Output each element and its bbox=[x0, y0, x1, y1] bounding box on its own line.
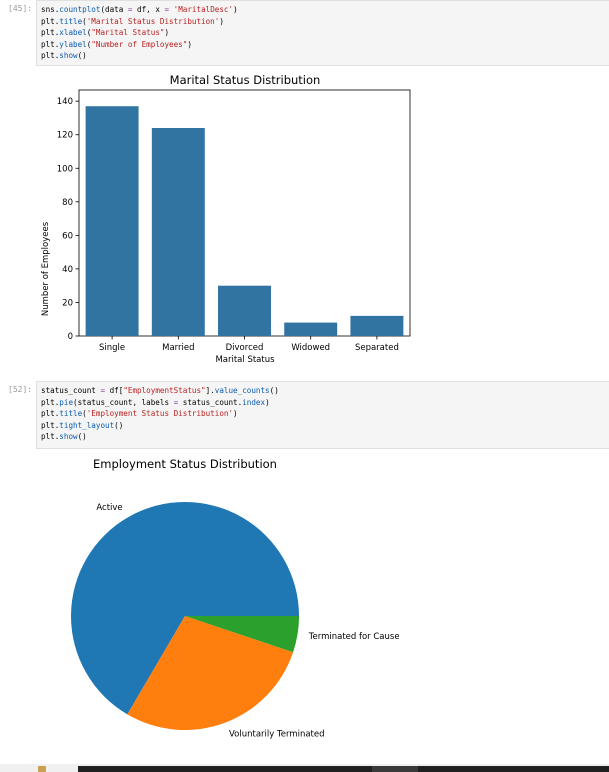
code-token: ]. bbox=[205, 386, 215, 395]
y-tick-label: 20 bbox=[62, 298, 73, 308]
code-token: plt. bbox=[41, 432, 60, 442]
code-token: df, x bbox=[132, 5, 165, 14]
x-tick-label: Married bbox=[162, 343, 194, 353]
code-token: show bbox=[59, 51, 78, 61]
code-token: status_count bbox=[41, 386, 101, 395]
code-token: "Number of Employees" bbox=[91, 39, 188, 49]
pie-chart: Employment Status Distribution Active Vol… bbox=[71, 457, 400, 739]
y-tick-label: 120 bbox=[57, 131, 73, 141]
code-token: = bbox=[173, 397, 179, 407]
output-bar-chart: Marital Status Distribution Marital Stat… bbox=[0, 68, 609, 368]
y-tick-label: 40 bbox=[62, 265, 73, 275]
code-token: ) bbox=[187, 39, 192, 49]
code-token: xlabel bbox=[59, 28, 87, 38]
y-tick-label: 80 bbox=[62, 198, 73, 208]
taskbar bbox=[0, 764, 609, 772]
code-token: ) bbox=[265, 397, 270, 407]
code-token: (data bbox=[100, 5, 128, 14]
pie-label: Terminated for Cause bbox=[308, 632, 400, 642]
pie-label: Voluntarily Terminated bbox=[229, 729, 325, 739]
y-tick-label: 100 bbox=[57, 164, 73, 174]
cell-prompt: [45]: bbox=[8, 4, 33, 13]
code-token: ( bbox=[82, 409, 87, 419]
code-token: title bbox=[59, 16, 83, 26]
bar-single bbox=[85, 106, 139, 336]
code-token: plt. bbox=[41, 409, 60, 419]
x-axis-label: Marital Status bbox=[215, 355, 275, 365]
code-token: "EmploymentStatus" bbox=[123, 386, 206, 395]
pie-label: Active bbox=[96, 503, 122, 513]
code-token: pie bbox=[59, 397, 74, 407]
code-token: ) bbox=[233, 5, 238, 14]
y-tick-label: 140 bbox=[57, 97, 73, 107]
code-token: ylabel bbox=[59, 39, 87, 49]
code-token: "Marital Status" bbox=[91, 28, 165, 38]
code-token: countplot bbox=[59, 5, 101, 14]
code-token: ( bbox=[86, 28, 92, 38]
code-token: show bbox=[59, 432, 78, 442]
bar-separated bbox=[350, 315, 404, 336]
code-token: ) bbox=[219, 16, 224, 26]
y-axis-label: Number of Employees bbox=[41, 221, 51, 316]
code-token: = bbox=[100, 386, 106, 395]
pie-slice-terminated-for-cause bbox=[185, 616, 299, 653]
code-token: = bbox=[127, 5, 133, 14]
code-token: () bbox=[77, 432, 87, 442]
code-token: plt. bbox=[41, 420, 60, 430]
code-lines: sns.countplot(data = df, x = 'MaritalDes… bbox=[37, 1, 609, 65]
code-token: plt. bbox=[41, 39, 60, 49]
code-token: plt. bbox=[41, 397, 60, 407]
code-token: plt. bbox=[41, 51, 60, 61]
code-token: 'MaritalDesc' bbox=[173, 5, 234, 14]
pie-slice-voluntarily-terminated bbox=[127, 616, 294, 730]
code-token: status_count. bbox=[178, 397, 243, 407]
code-token: = bbox=[164, 5, 170, 14]
code-token: () bbox=[77, 51, 87, 61]
cell-prompt: [52]: bbox=[8, 385, 33, 394]
y-tick-label: 60 bbox=[62, 231, 73, 241]
code-token: (status_count, labels bbox=[73, 397, 174, 407]
chart-title: Marital Status Distribution bbox=[170, 73, 321, 87]
code-token: () bbox=[269, 386, 279, 395]
x-tick-label: Single bbox=[99, 343, 125, 353]
code-token: tight_layout bbox=[59, 420, 115, 430]
taskbar-button[interactable] bbox=[372, 766, 418, 772]
code-token: sns. bbox=[41, 5, 60, 14]
code-token: plt. bbox=[41, 28, 60, 38]
code-token: ) bbox=[233, 409, 238, 419]
output-pie-chart: Employment Status Distribution Active Vol… bbox=[0, 452, 609, 764]
code-token: 'Employment Status Distribution' bbox=[86, 409, 234, 419]
code-token: ) bbox=[164, 28, 170, 38]
bar-divorced bbox=[218, 285, 271, 336]
code-token: 'Marital Status Distribution' bbox=[86, 16, 220, 26]
code-token: plt. bbox=[41, 16, 60, 26]
app-icon[interactable] bbox=[38, 766, 46, 772]
x-tick-label: Divorced bbox=[226, 343, 264, 353]
code-token: ( bbox=[82, 16, 87, 26]
code-editor[interactable]: sns.countplot(data = df, x = 'MaritalDes… bbox=[36, 0, 609, 66]
code-token: ( bbox=[86, 39, 92, 49]
code-lines: status_count = df["EmploymentStatus"].va… bbox=[37, 382, 609, 446]
code-cell-45[interactable]: [45]: sns.countplot(data = df, x = 'Mari… bbox=[0, 0, 609, 66]
code-token: () bbox=[114, 420, 124, 430]
x-tick-label: Widowed bbox=[291, 343, 330, 353]
code-cell-52[interactable]: [52]: status_count = df["EmploymentStatu… bbox=[0, 381, 609, 449]
bar-chart: Marital Status Distribution Marital Stat… bbox=[41, 73, 411, 365]
pie-slice-active bbox=[71, 501, 299, 715]
y-tick-label: 0 bbox=[68, 332, 73, 342]
x-tick-label: Separated bbox=[355, 343, 399, 353]
bar-widowed bbox=[284, 322, 338, 336]
bar-married bbox=[151, 128, 205, 336]
code-token: title bbox=[59, 409, 83, 419]
taskbar-strip bbox=[78, 766, 609, 772]
code-token: df[ bbox=[105, 386, 124, 395]
code-token: value_counts bbox=[214, 386, 270, 395]
chart-title: Employment Status Distribution bbox=[93, 457, 277, 471]
code-editor[interactable]: status_count = df["EmploymentStatus"].va… bbox=[36, 381, 609, 449]
code-token: index bbox=[242, 397, 266, 407]
